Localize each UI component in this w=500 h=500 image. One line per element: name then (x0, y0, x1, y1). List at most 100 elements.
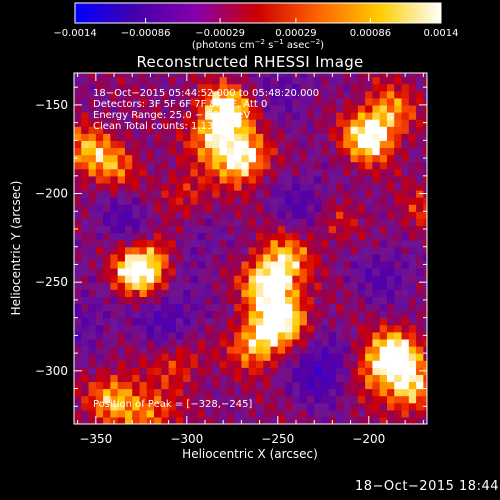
heatmap-cell (306, 416, 315, 424)
heatmap-cell (117, 211, 126, 219)
heatmap-cell (110, 374, 119, 383)
heatmap-cell (350, 282, 359, 290)
heatmap-cell (161, 260, 170, 269)
annotation-time-range: 18−Oct−2015 05:44:52.000 to 05:48:20.000 (93, 88, 319, 99)
heatmap-cell (386, 218, 395, 227)
heatmap-cell (336, 190, 344, 198)
heatmap-cell (336, 211, 344, 219)
heatmap-cell (306, 260, 315, 269)
heatmap-cell (350, 331, 359, 340)
heatmap-cell (234, 275, 243, 283)
heatmap-cell (423, 126, 427, 134)
heatmap-cell (88, 246, 97, 255)
heatmap-cell (226, 119, 235, 127)
heatmap-cell (81, 126, 90, 134)
heatmap-cell (226, 140, 235, 149)
heatmap-cell (139, 97, 148, 106)
heatmap-cell (74, 197, 82, 205)
heatmap-cell (226, 218, 235, 227)
heatmap-cell (88, 147, 97, 156)
heatmap-cell (205, 90, 213, 99)
heatmap-cell (103, 97, 111, 106)
heatmap-cell (379, 416, 388, 424)
heatmap-cell (277, 168, 286, 177)
heatmap-cell (285, 353, 293, 361)
heatmap-cell (190, 112, 199, 120)
heatmap-cell (408, 161, 417, 170)
heatmap-cell (175, 154, 184, 163)
heatmap-cell (372, 211, 381, 219)
heatmap-cell (350, 83, 359, 92)
heatmap-cell (299, 90, 308, 99)
heatmap-cell (328, 381, 337, 390)
heatmap-cell (81, 324, 90, 333)
heatmap-cell (365, 104, 374, 113)
heatmap-cell (314, 161, 323, 170)
heatmap-cell (205, 416, 213, 424)
heatmap-cell (197, 289, 206, 297)
heatmap-cell (394, 353, 403, 361)
heatmap-cell (386, 353, 395, 361)
heatmap-cell (285, 190, 293, 198)
heatmap-cell (343, 289, 352, 297)
heatmap-cell (139, 168, 148, 177)
annotation-block: 18−Oct−2015 05:44:52.000 to 05:48:20.000… (93, 88, 319, 132)
heatmap-cell (408, 310, 417, 319)
heatmap-cell (132, 253, 141, 262)
heatmap-cell (81, 73, 90, 78)
heatmap-cell (379, 211, 388, 219)
heatmap-cell (168, 232, 177, 241)
heatmap-cell (190, 282, 199, 290)
heatmap-cell (336, 232, 344, 241)
heatmap-cell (161, 388, 170, 397)
heatmap-cell (416, 246, 424, 255)
heatmap-cell (306, 218, 315, 227)
heatmap-cell (197, 175, 206, 184)
heatmap-cell (277, 225, 286, 234)
heatmap-cell (343, 282, 352, 290)
heatmap-cell (299, 197, 308, 205)
heatmap-cell (321, 190, 330, 198)
heatmap-cell (139, 175, 148, 184)
heatmap-cell (110, 154, 119, 163)
heatmap-cell (146, 360, 155, 368)
heatmap-cell (379, 374, 388, 383)
heatmap-cell (401, 303, 410, 312)
heatmap-cell (110, 90, 119, 99)
heatmap-cell (379, 317, 388, 326)
heatmap-cell (401, 140, 410, 149)
heatmap-cell (183, 381, 192, 390)
heatmap-cell (263, 353, 272, 361)
heatmap-cell (277, 147, 286, 156)
heatmap-cell (226, 126, 235, 134)
heatmap-cell (299, 353, 308, 361)
heatmap-cell (401, 161, 410, 170)
heatmap-cell (161, 253, 170, 262)
heatmap-cell (161, 126, 170, 134)
heatmap-cell (292, 175, 301, 184)
heatmap-cell (175, 381, 184, 390)
heatmap-cell (285, 260, 293, 269)
heatmap-cell (241, 126, 250, 134)
heatmap-cell (394, 83, 403, 92)
heatmap-cell (270, 360, 279, 368)
heatmap-cell (212, 182, 221, 191)
heatmap-cell (190, 353, 199, 361)
heatmap-cell (168, 338, 177, 347)
heatmap-cell (285, 83, 293, 92)
heatmap-cell (139, 296, 148, 305)
heatmap-cell (277, 239, 286, 248)
heatmap-cell (416, 97, 424, 106)
heatmap-cell (74, 140, 82, 149)
heatmap-cell (306, 374, 315, 383)
heatmap-cell (132, 197, 141, 205)
heatmap-cell (248, 416, 257, 424)
heatmap-cell (154, 204, 162, 212)
heatmap-cell (343, 147, 352, 156)
heatmap-cell (416, 175, 424, 184)
heatmap-cell (263, 119, 272, 127)
heatmap-cell (183, 133, 192, 141)
heatmap-cell (416, 161, 424, 170)
heatmap-cell (74, 90, 82, 99)
heatmap-cell (110, 381, 119, 390)
